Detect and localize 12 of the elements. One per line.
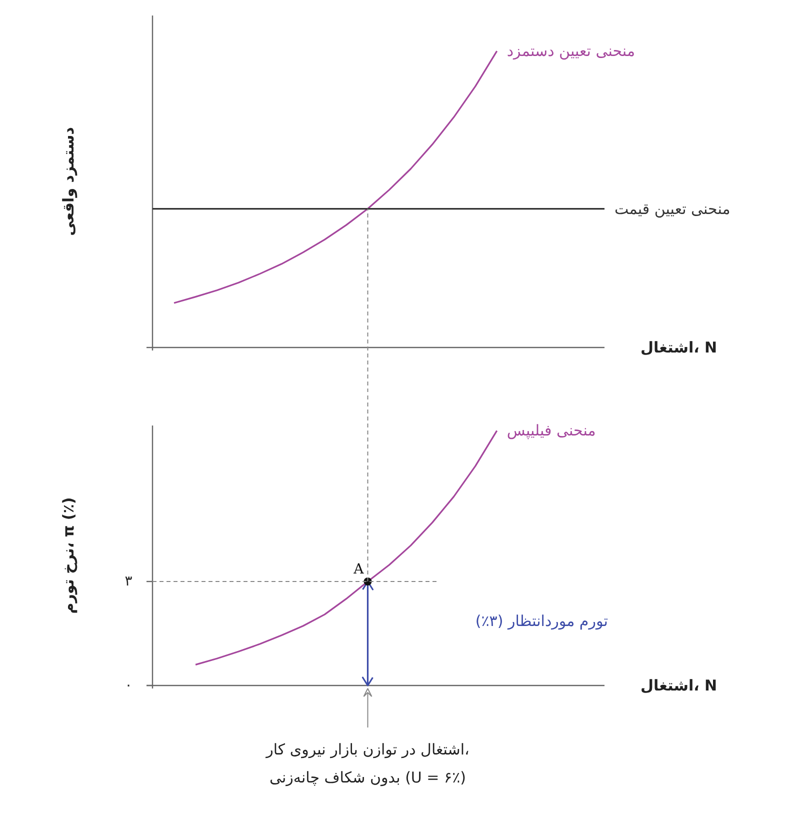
text: اشتغال در توازن بازار نیروی کار، بدون شکاف چانه‌زنی (U = ۶٪) <box>265 740 470 786</box>
y-tick-label: ۰ <box>124 678 132 694</box>
y-axis-title: دستمزد واقعی <box>60 126 78 236</box>
series-label: منحنی فیلیپس <box>506 422 596 440</box>
y-tick-label: ۳ <box>124 574 133 590</box>
x-axis-title: اشتغال، N <box>640 676 718 694</box>
series-label: منحنی تعیین دستمزد <box>506 42 635 60</box>
series-label: A <box>352 562 365 578</box>
annotation: تورم موردانتظار (۳٪) <box>475 612 608 630</box>
series-label: منحنی تعیین قیمت <box>614 200 730 218</box>
y-axis-title: نرخ تورم، π (٪) <box>60 497 78 614</box>
x-axis-title: اشتغال، N <box>640 338 718 356</box>
